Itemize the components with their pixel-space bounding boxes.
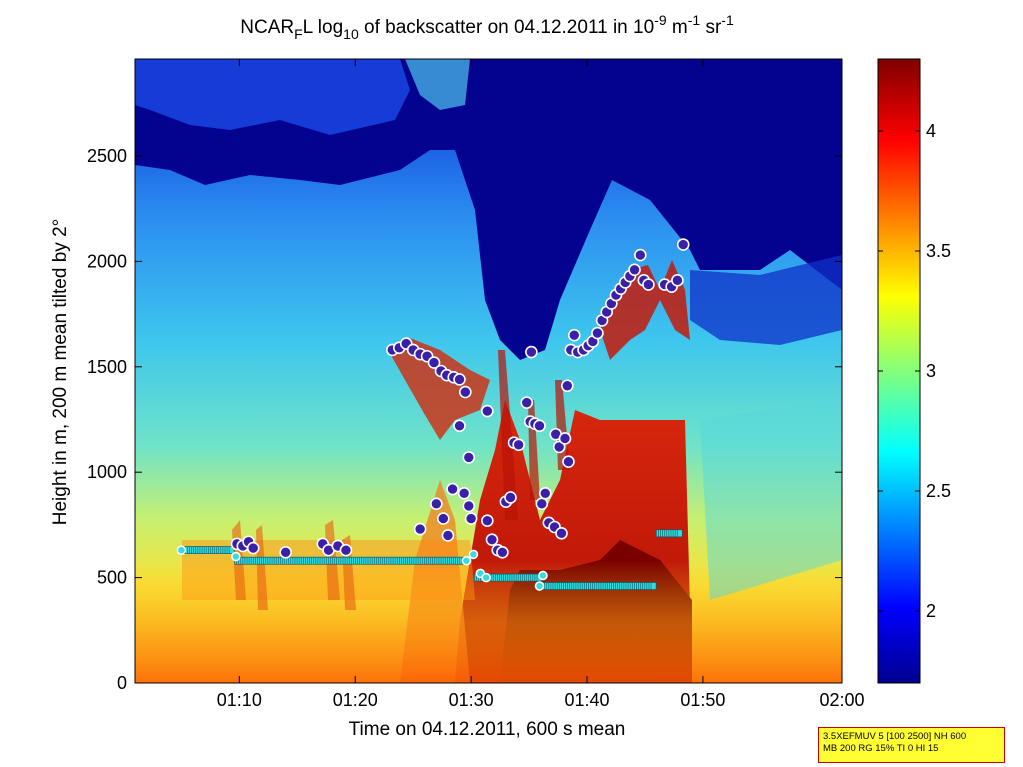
y-axis: 0 500 1000 1500 2000 2500 [87, 146, 842, 693]
cloud-top-point [485, 533, 499, 546]
y-tick-label: 0 [117, 673, 127, 693]
x-tick-label: 01:50 [680, 690, 725, 710]
cloud-top-point [671, 274, 684, 287]
plot-frame [134, 58, 843, 684]
x-axis-label: Time on 04.12.2011, 600 s mean [349, 719, 626, 740]
cloud-top-point [533, 419, 546, 433]
cloud-top-point [555, 527, 568, 540]
cloud-base-point [176, 545, 187, 555]
cloud-base-point [534, 581, 545, 591]
cloud-top-point [279, 545, 292, 559]
y-tick-label: 2000 [87, 251, 127, 271]
cloud-top-point [430, 497, 443, 511]
info-box-line-2: MB 200 RG 15% TI 0 HI 15 [823, 743, 939, 754]
cloud-base-point [538, 570, 548, 581]
colorbar-ticks: 2 2.5 3 3.5 4 [878, 121, 951, 621]
cloud-top-point [427, 356, 441, 369]
x-tick-label: 01:20 [333, 690, 378, 710]
cloud-top-point [481, 514, 494, 527]
info-box-line-1: 3.5XEFMUV 5 [100 2500] NH 600 [823, 731, 967, 742]
colorbar-tick-label: 2.5 [926, 481, 951, 501]
cloud-top-point [457, 486, 471, 500]
cloud-top-point [481, 404, 494, 418]
cloud-top-point [339, 543, 353, 557]
right-cyan-fade [700, 400, 842, 600]
cloud-top-point [504, 491, 517, 504]
cloud-top-point [462, 451, 476, 464]
colorbar-tick-label: 4 [926, 121, 936, 141]
upper-light-patch [405, 59, 470, 110]
lower-left-plumes [232, 520, 356, 610]
x-axis: 01:10 01:20 01:30 01:40 01:50 02:00 [217, 59, 865, 710]
cloud-top-point [453, 419, 466, 433]
y-tick-label: 1500 [87, 357, 127, 377]
cloud-top-point [459, 385, 472, 399]
cloud-top-point [676, 238, 690, 251]
colorbar-tick-label: 3.5 [926, 241, 951, 261]
y-tick-label: 1000 [87, 462, 127, 482]
y-axis-label: Height in m, 200 m mean tilted by 2° [50, 219, 71, 525]
boundary-layer-point [650, 582, 657, 590]
cloud-base-point [461, 555, 472, 566]
cloud-top-point [538, 486, 552, 500]
cloud-top-point [628, 263, 641, 277]
x-tick-label: 01:40 [564, 690, 609, 710]
cloud-top-point [453, 373, 466, 386]
colorbar [877, 58, 921, 684]
x-tick-label: 02:00 [819, 690, 864, 710]
cloud-top-point [446, 482, 459, 496]
cloud-top-markers [230, 238, 690, 559]
cloud-base-point [231, 551, 241, 562]
boundary-layer-point [676, 529, 683, 538]
mid-red-plume [388, 338, 490, 440]
cloud-top-point [496, 545, 509, 559]
cloud-top-point [562, 455, 575, 468]
cloud-top-point [436, 512, 450, 525]
heatmap-area [135, 59, 842, 683]
y-tick-label: 2500 [87, 146, 127, 166]
cloud-top-point [591, 326, 604, 340]
cloud-base-point [468, 549, 479, 560]
cloud-top-point [246, 541, 260, 555]
cloud-top-point [561, 379, 574, 393]
cloud-top-point [567, 328, 581, 342]
cloud-top-point [413, 522, 427, 536]
y-tick-label: 500 [97, 568, 127, 588]
cloud-top-point [558, 432, 572, 445]
column-streaks [498, 350, 570, 520]
colorbar-tick-label: 2 [926, 601, 936, 621]
cloud-top-point [520, 396, 534, 409]
upper-blue-patch [135, 59, 410, 135]
cloud-top-point [462, 499, 476, 513]
x-tick-label: 01:10 [217, 690, 262, 710]
info-box: 3.5XEFMUV 5 [100 2500] NH 600 MB 200 RG … [818, 727, 1005, 763]
cloud-top-point [552, 440, 566, 454]
x-tick-label: 01:30 [449, 690, 494, 710]
cloud-top-point [535, 497, 549, 511]
right-dark-region [690, 255, 842, 345]
cloud-base-markers [176, 545, 548, 591]
chart-title: NCARFL log10 of backscatter on 04.12.201… [240, 12, 734, 42]
cloud-top-point [464, 512, 478, 525]
cloud-top-point [642, 278, 655, 291]
cloud-top-point [512, 438, 525, 452]
colorbar-tick-label: 3 [926, 361, 936, 381]
cloud-top-point [441, 529, 455, 542]
cloud-top-point [634, 248, 647, 262]
cloud-top-point [525, 345, 538, 359]
upper-dark-region [135, 59, 842, 360]
cloud-base-point [481, 572, 491, 583]
